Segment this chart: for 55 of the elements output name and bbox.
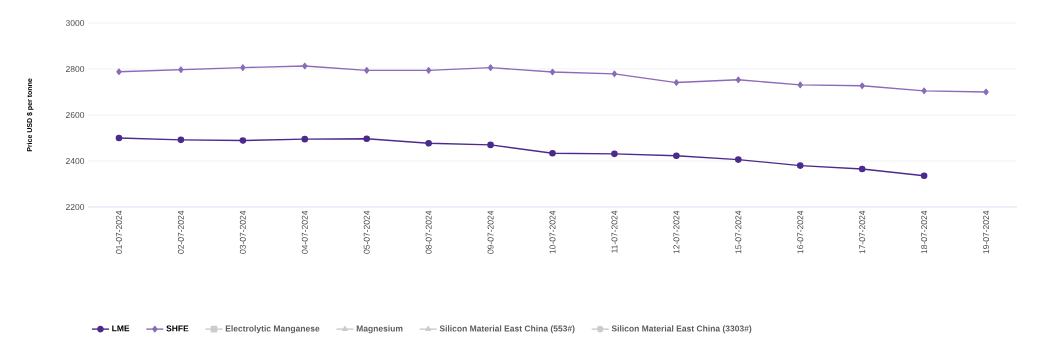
- point: [549, 149, 556, 157]
- point: [920, 172, 928, 180]
- x-tick-label: 01-07-2024: [115, 210, 122, 254]
- x-tick-label: 10-07-2024: [549, 210, 556, 254]
- x-tick-label: 09-07-2024: [487, 210, 494, 254]
- x-tick-label: 08-07-2024: [425, 210, 432, 254]
- y-tick-label: 3000: [65, 20, 85, 27]
- point: [116, 68, 122, 76]
- point: [858, 165, 866, 173]
- point: [796, 162, 804, 169]
- point: [859, 82, 865, 90]
- y-tick-label: 2800: [65, 66, 85, 73]
- point: [115, 134, 123, 142]
- y-tick-label: 2400: [65, 158, 85, 164]
- legend-label: Silicon Material East China (3303#): [611, 325, 752, 334]
- point: [611, 70, 618, 78]
- x-tick-label: 11-07-2024: [611, 210, 618, 253]
- x-tick-label: 04-07-2024: [301, 210, 308, 254]
- point: [425, 67, 432, 74]
- point: [487, 141, 494, 149]
- point: [364, 67, 370, 74]
- point: [797, 81, 803, 89]
- x-tick-label: 15-07-2024: [735, 210, 742, 254]
- x-tick-label: 17-07-2024: [859, 210, 866, 254]
- x-tick-label: 03-07-2024: [239, 210, 246, 254]
- point: [177, 136, 185, 144]
- x-tick-label: 16-07-2024: [797, 210, 804, 254]
- point: [673, 152, 680, 160]
- point: [239, 137, 247, 144]
- legend-label: Silicon Material East China (553#): [439, 325, 575, 334]
- legend-label: Electrolytic Manganese: [225, 325, 320, 334]
- point: [178, 66, 184, 73]
- x-tick-label: 18-07-2024: [921, 210, 928, 254]
- point: [301, 135, 309, 143]
- y-tick-label: 2600: [65, 112, 85, 118]
- x-tick-label: 12-07-2024: [673, 210, 680, 254]
- legend-label: Magnesium: [356, 325, 403, 334]
- point: [487, 64, 494, 71]
- point: [983, 88, 989, 96]
- point: [240, 64, 246, 71]
- point: [673, 79, 680, 86]
- legend-label: SHFE: [166, 325, 189, 332]
- point: [921, 87, 927, 95]
- point: [549, 68, 556, 76]
- x-tick-label: 05-07-2024: [363, 210, 370, 254]
- y-tick-label: 2200: [65, 204, 85, 210]
- point: [735, 156, 742, 163]
- point: [363, 135, 371, 142]
- point: [425, 139, 432, 147]
- x-tick-label: 19-07-2024: [983, 210, 990, 254]
- x-tick-label: 02-07-2024: [177, 210, 184, 254]
- point: [735, 76, 741, 84]
- point: [611, 150, 618, 158]
- legend-label: LME: [112, 325, 130, 332]
- point: [302, 62, 308, 70]
